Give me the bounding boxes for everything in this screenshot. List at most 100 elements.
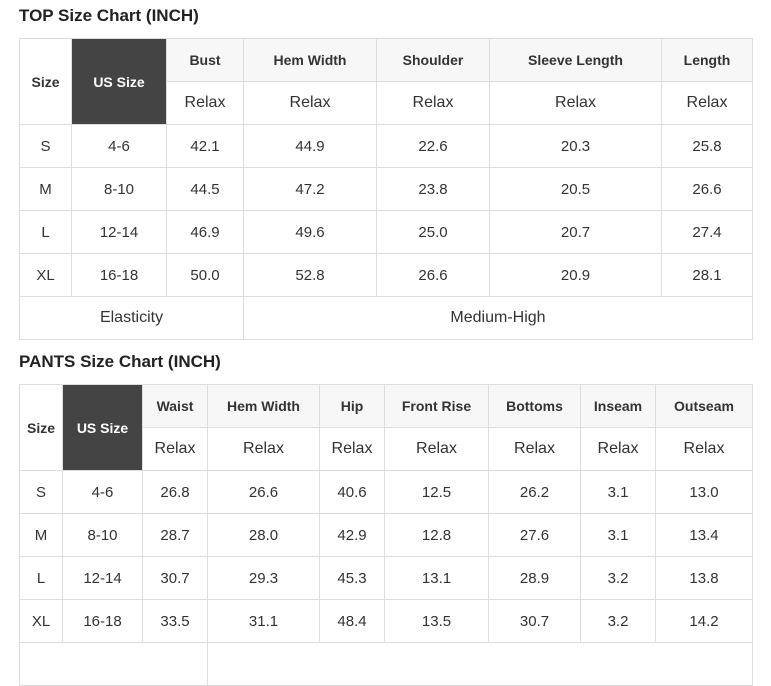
bottoms-value: 30.7 [488, 599, 581, 643]
top-col-header-size: Size [19, 38, 72, 125]
hip-value: 40.6 [319, 470, 385, 514]
sleeve-length-value: 20.9 [489, 253, 662, 297]
bust-value: 46.9 [166, 210, 244, 254]
length-value: 26.6 [661, 167, 753, 211]
size-label: M [19, 167, 72, 211]
length-value: 27.4 [661, 210, 753, 254]
pants-chart-title: PANTS Size Chart (INCH) [19, 352, 221, 371]
elasticity-value [207, 642, 753, 686]
pants-fit-bottoms: Relax [488, 427, 581, 471]
top-size-table: Size US Size Bust Hem Width Shoulder Sle… [19, 38, 753, 340]
hip-value: 45.3 [319, 556, 385, 600]
hip-value: 48.4 [319, 599, 385, 643]
us-size-value: 8-10 [71, 167, 167, 211]
us-size-value: 16-18 [71, 253, 167, 297]
pants-col-header-hem-width: Hem Width [207, 384, 320, 428]
size-label: S [19, 470, 63, 514]
size-label: M [19, 513, 63, 557]
sleeve-length-value: 20.7 [489, 210, 662, 254]
table-row: L 12-14 30.7 29.3 45.3 13.1 28.9 3.2 13.… [19, 556, 753, 600]
length-value: 28.1 [661, 253, 753, 297]
pants-fit-waist: Relax [142, 427, 208, 471]
us-size-value: 16-18 [62, 599, 143, 643]
hem-width-value: 28.0 [207, 513, 320, 557]
front-rise-value: 12.8 [384, 513, 489, 557]
shoulder-value: 23.8 [376, 167, 490, 211]
size-label: S [19, 124, 72, 168]
hip-value: 42.9 [319, 513, 385, 557]
top-fit-sleeve-length: Relax [489, 81, 662, 125]
waist-value: 28.7 [142, 513, 208, 557]
waist-value: 26.8 [142, 470, 208, 514]
length-value: 25.8 [661, 124, 753, 168]
pants-col-header-hip: Hip [319, 384, 385, 428]
top-fit-length: Relax [661, 81, 753, 125]
bottoms-value: 26.2 [488, 470, 581, 514]
size-label: XL [19, 253, 72, 297]
top-col-header-sleeve-length: Sleeve Length [489, 38, 662, 82]
front-rise-value: 13.1 [384, 556, 489, 600]
outseam-value: 14.2 [655, 599, 753, 643]
pants-fit-row: Relax Relax Relax Relax Relax Relax Rela… [20, 427, 753, 471]
bust-value: 50.0 [166, 253, 244, 297]
pants-fit-hem-width: Relax [207, 427, 320, 471]
table-row: S 4-6 26.8 26.6 40.6 12.5 26.2 3.1 13.0 [19, 470, 753, 514]
pants-size-table: Size US Size Waist Hem Width Hip Front R… [19, 384, 753, 686]
table-row: M 8-10 28.7 28.0 42.9 12.8 27.6 3.1 13.4 [19, 513, 753, 557]
sleeve-length-value: 20.5 [489, 167, 662, 211]
table-row: S 4-6 42.1 44.9 22.6 20.3 25.8 [19, 124, 753, 168]
waist-value: 33.5 [142, 599, 208, 643]
elasticity-row: Elasticity Medium-High [19, 296, 753, 340]
bust-value: 44.5 [166, 167, 244, 211]
top-fit-shoulder: Relax [376, 81, 490, 125]
size-label: L [19, 556, 63, 600]
sleeve-length-value: 20.3 [489, 124, 662, 168]
table-row: XL 16-18 50.0 52.8 26.6 20.9 28.1 [19, 253, 753, 297]
pants-col-header-size: Size [19, 384, 63, 471]
top-col-header-bust: Bust [166, 38, 244, 82]
shoulder-value: 26.6 [376, 253, 490, 297]
size-label: XL [19, 599, 63, 643]
top-col-header-length: Length [661, 38, 753, 82]
us-size-value: 12-14 [62, 556, 143, 600]
top-header-row: Size US Size Bust Hem Width Shoulder Sle… [19, 38, 753, 125]
pants-col-header-bottoms: Bottoms [488, 384, 581, 428]
pants-col-header-outseam: Outseam [655, 384, 753, 428]
outseam-value: 13.4 [655, 513, 753, 557]
top-fit-hem-width: Relax [243, 81, 377, 125]
shoulder-value: 22.6 [376, 124, 490, 168]
pants-col-header-inseam: Inseam [580, 384, 656, 428]
hem-width-value: 52.8 [243, 253, 377, 297]
hem-width-value: 31.1 [207, 599, 320, 643]
inseam-value: 3.2 [580, 599, 656, 643]
waist-value: 30.7 [142, 556, 208, 600]
us-size-value: 4-6 [71, 124, 167, 168]
top-col-header-hem-width: Hem Width [243, 38, 377, 82]
pants-fit-front-rise: Relax [384, 427, 489, 471]
shoulder-value: 25.0 [376, 210, 490, 254]
front-rise-value: 13.5 [384, 599, 489, 643]
hem-width-value: 49.6 [243, 210, 377, 254]
hem-width-value: 26.6 [207, 470, 320, 514]
pants-col-header-waist: Waist [142, 384, 208, 428]
elasticity-row-partial [19, 642, 753, 686]
bottoms-value: 28.9 [488, 556, 581, 600]
us-size-value: 8-10 [62, 513, 143, 557]
hem-width-value: 29.3 [207, 556, 320, 600]
outseam-value: 13.0 [655, 470, 753, 514]
inseam-value: 3.1 [580, 470, 656, 514]
top-fit-bust: Relax [166, 81, 244, 125]
table-row: L 12-14 46.9 49.6 25.0 20.7 27.4 [19, 210, 753, 254]
top-chart-title: TOP Size Chart (INCH) [19, 6, 199, 25]
pants-col-header-front-rise: Front Rise [384, 384, 489, 428]
top-fit-row: Relax Relax Relax Relax Relax [20, 81, 753, 125]
pants-fit-outseam: Relax [655, 427, 753, 471]
table-row: XL 16-18 33.5 31.1 48.4 13.5 30.7 3.2 14… [19, 599, 753, 643]
inseam-value: 3.2 [580, 556, 656, 600]
hem-width-value: 44.9 [243, 124, 377, 168]
elasticity-value: Medium-High [243, 296, 753, 340]
pants-col-header-us-size: US Size [62, 384, 143, 471]
pants-fit-hip: Relax [319, 427, 385, 471]
outseam-value: 13.8 [655, 556, 753, 600]
